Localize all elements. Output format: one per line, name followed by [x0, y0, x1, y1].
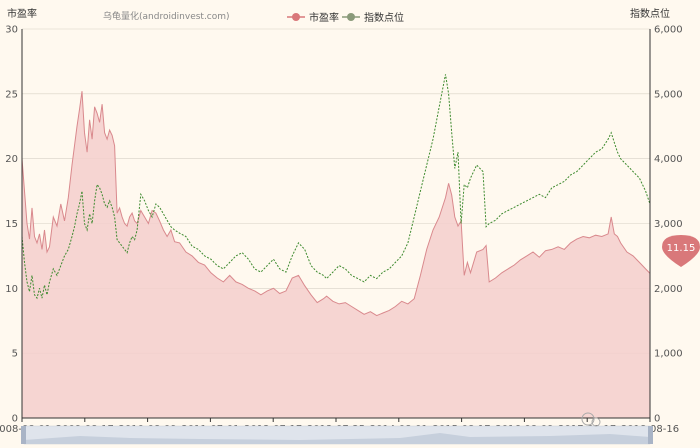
left-tick-label: 30: [5, 25, 18, 36]
right-axis-title: 指数点位: [630, 7, 670, 20]
slider-preview: [24, 433, 650, 444]
data-zoom-slider[interactable]: [21, 425, 653, 445]
left-tick-label: 25: [5, 89, 18, 100]
wechat-icon: [581, 412, 595, 426]
legend-label: 指数点位: [364, 11, 404, 24]
legend[interactable]: 市盈率 指数点位: [287, 11, 404, 24]
index-series-line: [21, 74, 651, 300]
left-tick-label: 10: [5, 284, 18, 295]
pe-area: [22, 91, 650, 418]
right-tick-label: 6,000: [654, 25, 683, 36]
legend-item-pe[interactable]: 市盈率: [287, 11, 339, 24]
right-tick-label: 1,000: [654, 349, 683, 360]
legend-marker-icon: [347, 13, 355, 21]
wechat-watermark: [581, 412, 601, 427]
badge-value: 11.15: [667, 243, 696, 254]
left-axis-title: 市盈率: [7, 7, 37, 20]
badge-pin: [662, 235, 700, 267]
legend-label: 市盈率: [309, 11, 339, 24]
right-tick-label: 3,000: [654, 219, 683, 230]
left-tick-label: 5: [12, 349, 18, 360]
series-layer: [21, 74, 651, 418]
chart-watermark: 乌龟量化(androidinvest.com): [103, 10, 230, 22]
left-tick-label: 0: [12, 414, 18, 425]
right-tick-label: 5,000: [654, 89, 683, 100]
legend-item-index[interactable]: 指数点位: [342, 11, 404, 24]
right-tick-label: 4,000: [654, 154, 683, 165]
slider-handle-left[interactable]: [21, 426, 26, 444]
right-tick-label: 2,000: [654, 284, 683, 295]
left-tick-label: 20: [5, 154, 18, 165]
slider-handle-right[interactable]: [648, 426, 653, 444]
left-tick-label: 15: [5, 219, 18, 230]
right-tick-label: 0: [654, 414, 660, 425]
pe-series-line: [21, 91, 651, 317]
last-value-badge: 11.15: [662, 235, 700, 267]
legend-marker-icon: [292, 13, 300, 21]
